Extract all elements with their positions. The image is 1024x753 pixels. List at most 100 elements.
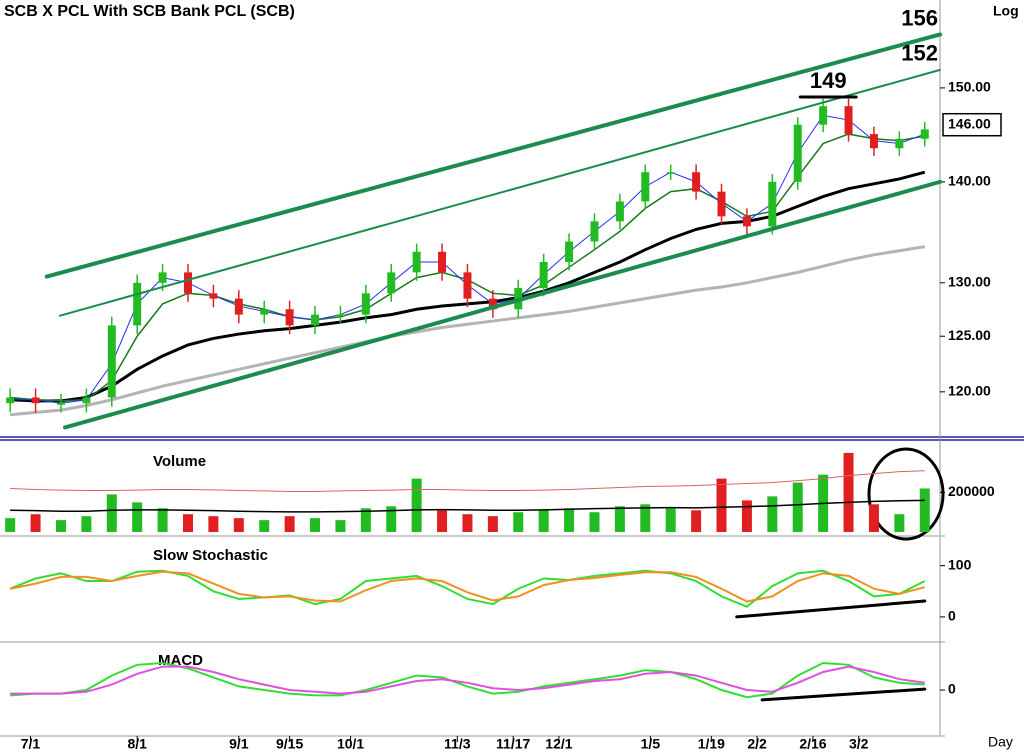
x-tick-label: 11/3 bbox=[444, 736, 471, 752]
candle-body bbox=[920, 129, 929, 139]
candle-body bbox=[666, 172, 675, 174]
volume-bar bbox=[335, 520, 346, 532]
candle-body bbox=[31, 397, 40, 404]
pane-title: Slow Stochastic bbox=[153, 547, 268, 564]
candle-body bbox=[107, 325, 116, 398]
y-tick-label: 140.00 bbox=[948, 173, 991, 189]
candle-body bbox=[539, 262, 548, 289]
y-tick-label: 130.00 bbox=[948, 274, 991, 290]
candle-body bbox=[56, 403, 65, 405]
volume-bar bbox=[716, 478, 727, 532]
candle-body bbox=[463, 272, 472, 299]
volume-bar bbox=[487, 516, 498, 532]
series-line bbox=[10, 661, 925, 699]
y-tick-label: 120.00 bbox=[948, 383, 991, 399]
x-tick-label: 1/19 bbox=[698, 736, 725, 752]
volume-bar bbox=[233, 518, 244, 532]
volume-bar bbox=[437, 510, 448, 532]
x-tick-label: 2/16 bbox=[799, 736, 826, 752]
candle-body bbox=[869, 134, 878, 149]
trendline-label: 156 bbox=[901, 5, 938, 30]
volume-bar bbox=[183, 514, 193, 532]
chart-title: SCB X PCL With SCB Bank PCL (SCB) bbox=[4, 3, 295, 20]
candle-body bbox=[615, 201, 624, 222]
trendline-label: 149 bbox=[810, 68, 847, 93]
volume-bar bbox=[792, 482, 803, 532]
volume-bar bbox=[741, 500, 752, 532]
candle-body bbox=[133, 282, 142, 326]
candle-body bbox=[6, 397, 15, 404]
price-tag-label: 146.00 bbox=[948, 115, 991, 131]
x-tick-label: 11/17 bbox=[496, 736, 530, 752]
y-tick-label: 125.00 bbox=[948, 327, 991, 343]
price-tag bbox=[942, 112, 1002, 137]
volume-bar bbox=[640, 504, 651, 532]
candle-body bbox=[285, 309, 294, 326]
candle-body bbox=[793, 124, 802, 182]
candle-body bbox=[590, 221, 599, 242]
volume-bar bbox=[462, 514, 473, 532]
volume-bar bbox=[411, 478, 422, 532]
trendline bbox=[58, 68, 941, 317]
candle-body bbox=[209, 293, 218, 299]
candle-body bbox=[488, 298, 497, 310]
pane-title: Volume bbox=[153, 453, 206, 470]
volume-bar bbox=[564, 508, 575, 532]
volume-bar bbox=[665, 508, 676, 532]
series-line bbox=[10, 470, 925, 492]
volume-bar bbox=[691, 510, 702, 532]
candle-body bbox=[692, 172, 701, 192]
x-tick-label: 9/1 bbox=[229, 736, 249, 752]
volume-bar bbox=[30, 514, 41, 532]
volume-bar bbox=[5, 518, 16, 532]
volume-bar bbox=[386, 506, 397, 532]
trendline bbox=[44, 32, 942, 279]
volume-bar bbox=[157, 508, 168, 532]
series-line bbox=[10, 499, 925, 513]
trendline bbox=[63, 179, 942, 430]
trendline-label: 152 bbox=[901, 41, 938, 66]
candle-body bbox=[361, 293, 370, 315]
candle-body bbox=[412, 251, 421, 273]
volume-bar bbox=[310, 518, 321, 532]
candle-body bbox=[438, 251, 447, 273]
series-line bbox=[9, 569, 926, 608]
volume-bar bbox=[284, 516, 295, 532]
volume-bar bbox=[106, 494, 117, 532]
candle-body bbox=[641, 172, 650, 202]
candle-body bbox=[895, 138, 904, 149]
x-tick-label: 8/1 bbox=[127, 736, 147, 752]
candle-body bbox=[311, 314, 320, 326]
candle-body bbox=[158, 272, 167, 283]
y-tick-label: 200000 bbox=[948, 483, 995, 499]
volume-bar bbox=[81, 516, 92, 532]
y-tick-label: 0 bbox=[948, 608, 956, 624]
series-line bbox=[9, 570, 926, 603]
candle-body bbox=[742, 216, 751, 227]
candle-body bbox=[819, 106, 828, 125]
y-tick-label: 0 bbox=[948, 681, 956, 697]
candle-body bbox=[184, 272, 192, 294]
candle-body bbox=[336, 314, 345, 317]
series-line bbox=[10, 665, 925, 695]
y-tick-label: 100 bbox=[948, 556, 972, 572]
x-tick-label: 2/2 bbox=[747, 736, 767, 752]
volume-bar bbox=[538, 510, 549, 532]
trendline bbox=[760, 687, 927, 702]
volume-bar bbox=[919, 488, 930, 532]
candle-body bbox=[82, 397, 91, 404]
x-tick-label: 3/2 bbox=[849, 736, 869, 752]
volume-bar bbox=[589, 512, 600, 532]
volume-bar bbox=[767, 496, 778, 532]
x-tick-label: 10/1 bbox=[337, 736, 364, 752]
candle-body bbox=[234, 298, 243, 315]
candle-body bbox=[717, 191, 726, 217]
x-tick-label: 7/1 bbox=[21, 736, 41, 752]
trendline bbox=[735, 599, 927, 619]
volume-bar bbox=[513, 512, 524, 532]
volume-bar bbox=[360, 508, 371, 532]
volume-bar bbox=[55, 520, 66, 532]
scale-label: Log bbox=[993, 3, 1019, 19]
